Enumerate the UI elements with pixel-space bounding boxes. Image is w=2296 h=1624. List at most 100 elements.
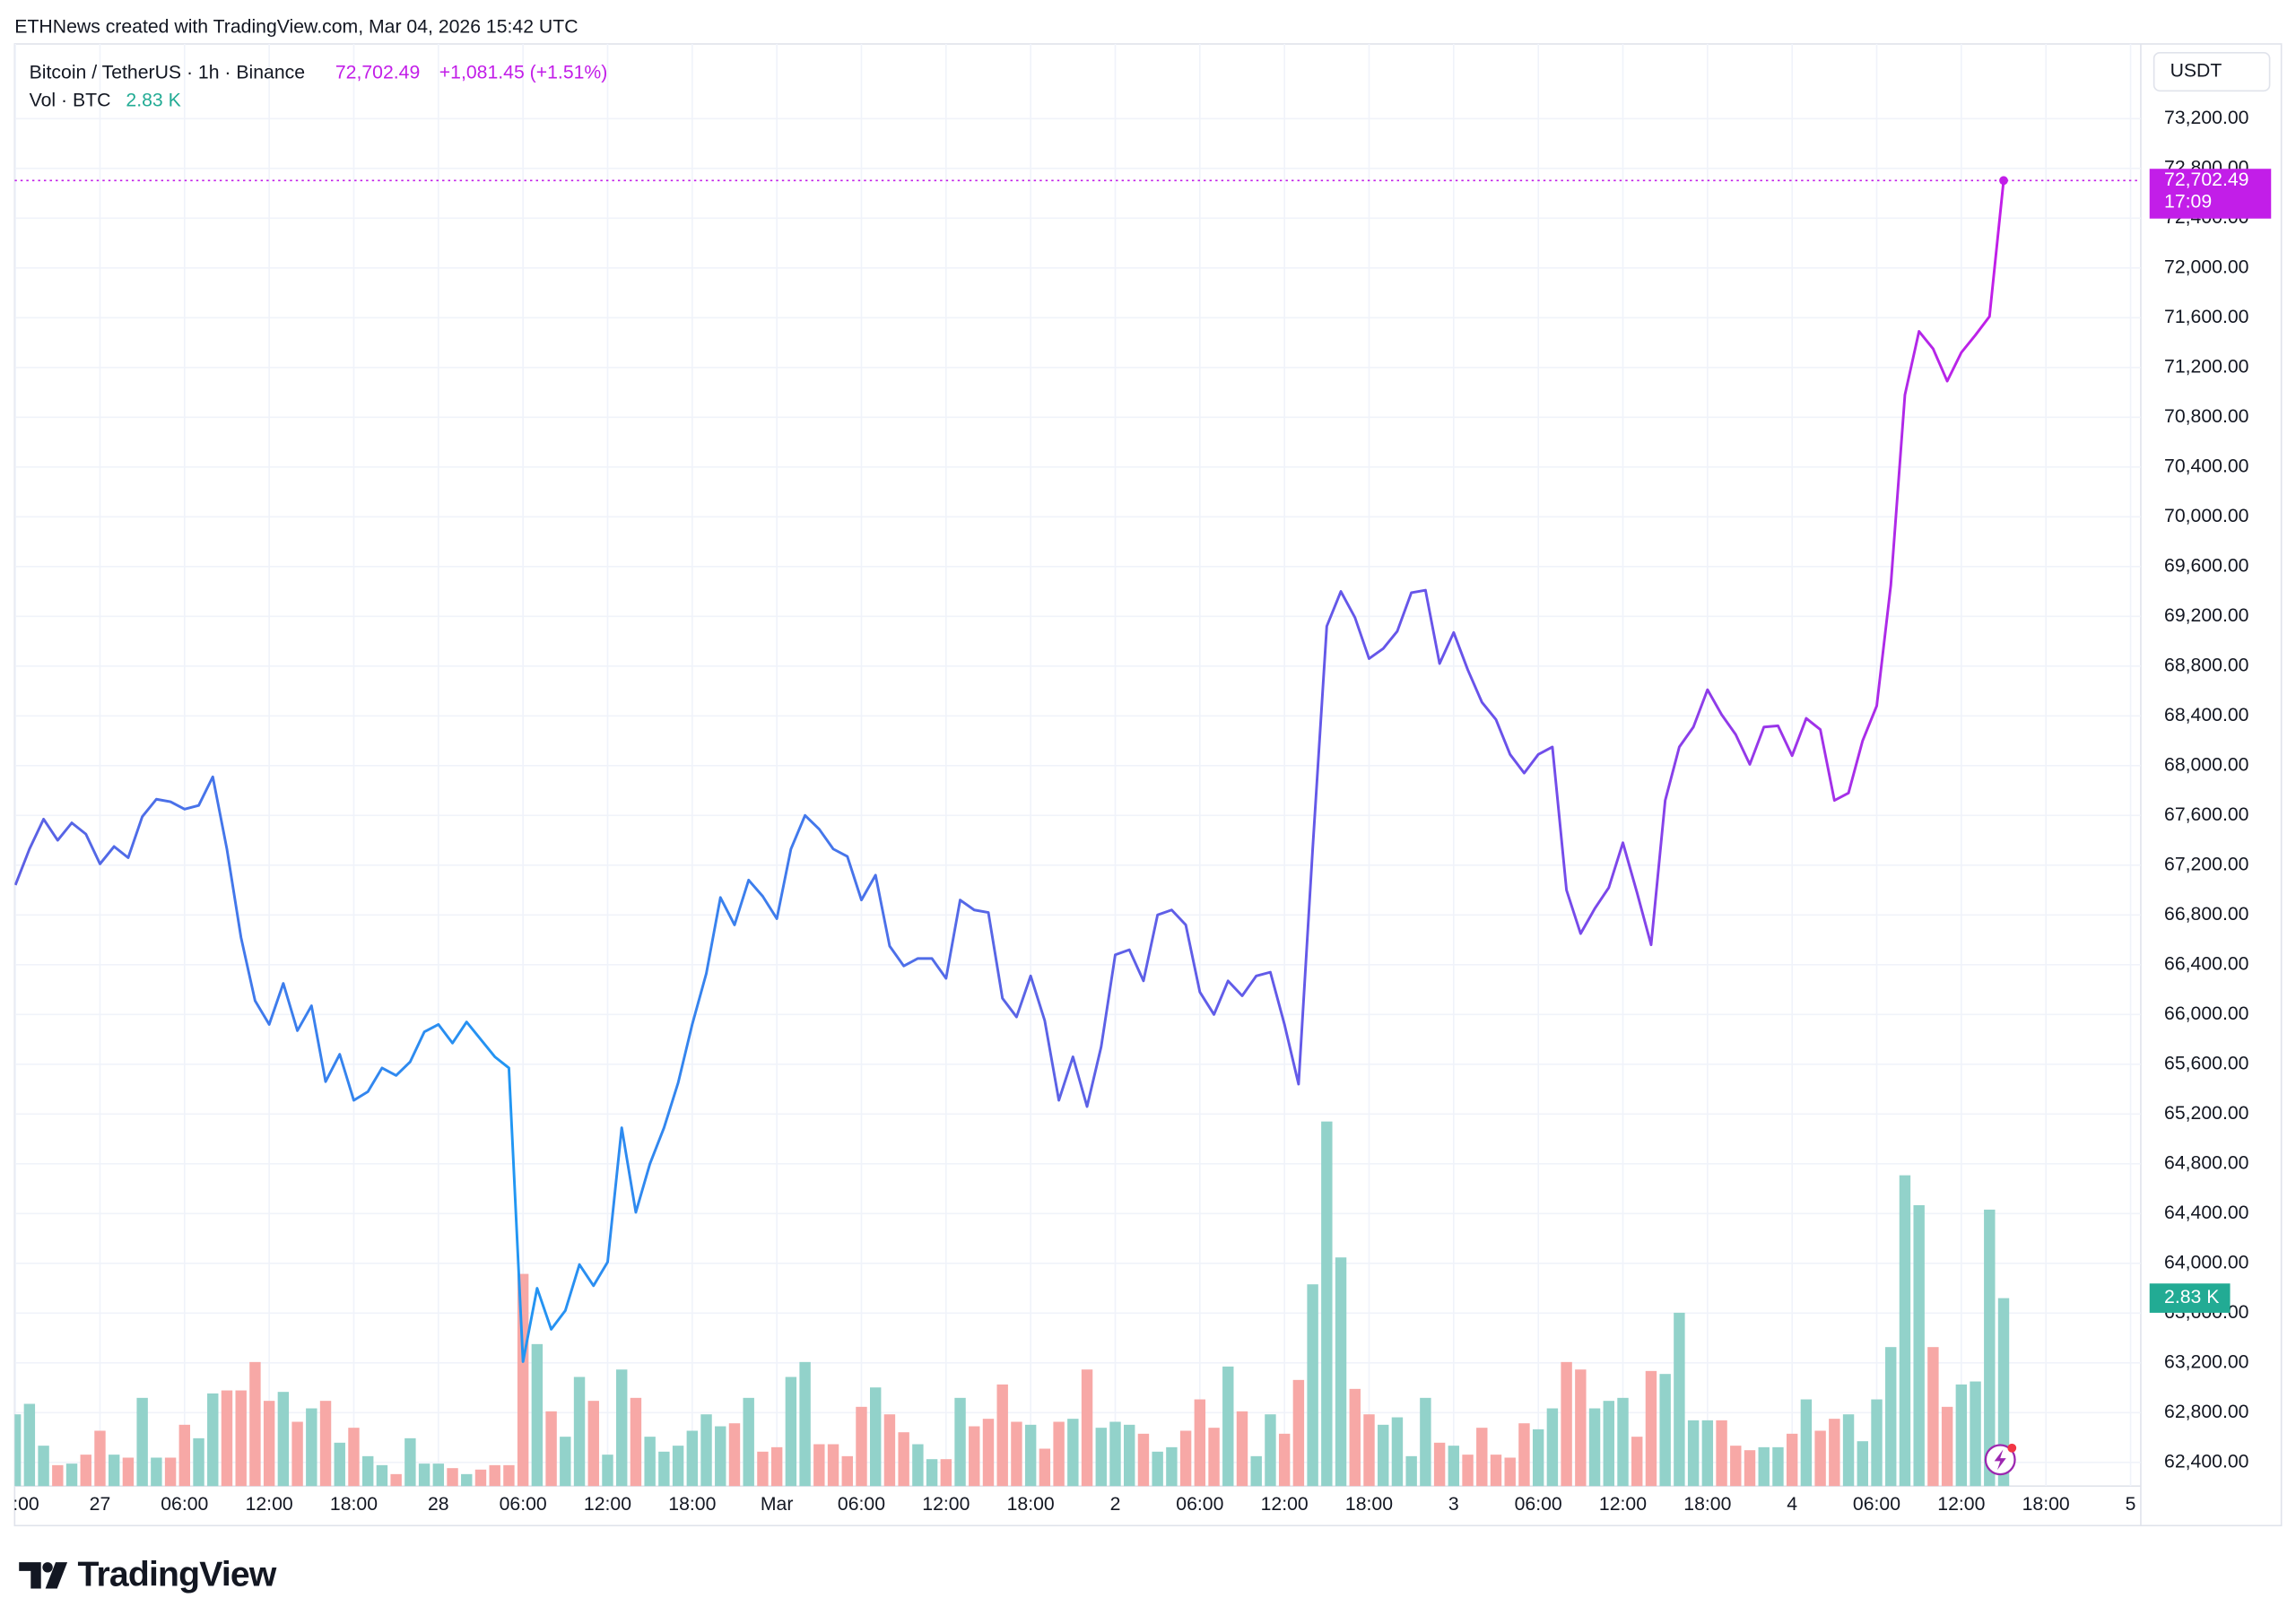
- volume-bar: [193, 1437, 204, 1487]
- symbol-label: Bitcoin / TetherUS · 1h · Binance: [30, 62, 305, 83]
- y-tick-label: 67,600.00: [2164, 804, 2248, 825]
- volume-bar: [672, 1446, 684, 1487]
- currency-box[interactable]: [2152, 51, 2271, 92]
- volume-bar: [1885, 1347, 1897, 1487]
- volume-bar: [841, 1455, 853, 1487]
- volume-bar: [1420, 1397, 1431, 1487]
- volume-bar: [1603, 1401, 1614, 1487]
- volume-bar: [573, 1376, 586, 1487]
- y-tick-label: 68,400.00: [2164, 705, 2248, 725]
- price-axis: 62,400.0062,800.0063,200.0063,600.0064,0…: [2164, 108, 2248, 1472]
- volume-bar: [1166, 1446, 1178, 1487]
- volume-bar: [1179, 1430, 1192, 1487]
- volume-bar: [1772, 1446, 1784, 1487]
- volume-bar: [1137, 1433, 1150, 1487]
- volume-bar: [1378, 1424, 1389, 1487]
- y-tick-label: 70,400.00: [2164, 456, 2248, 476]
- currency-label[interactable]: USDT: [2170, 61, 2222, 82]
- volume-bar: [1970, 1381, 1981, 1487]
- x-tick-label: 06:00: [838, 1494, 885, 1515]
- volume-bar: [1842, 1414, 1855, 1487]
- volume-bar: [700, 1414, 712, 1487]
- volume-label: Vol · BTC: [30, 90, 111, 110]
- x-tick-label: 06:00: [500, 1494, 547, 1515]
- volume-bar: [1518, 1423, 1530, 1487]
- volume-bar: [23, 1403, 36, 1487]
- y-tick-label: 70,000.00: [2164, 506, 2248, 526]
- countdown-label: 17:09: [2164, 191, 2212, 212]
- volume-bar: [883, 1414, 896, 1487]
- volume-bar: [1462, 1455, 1474, 1487]
- volume-bar: [996, 1384, 1008, 1487]
- volume-bar: [348, 1428, 360, 1487]
- volume-bar: [1307, 1284, 1318, 1487]
- volume-bar: [376, 1464, 388, 1487]
- volume-bar: [1152, 1451, 1163, 1487]
- price-tag-label: 72,702.49: [2164, 169, 2248, 190]
- volume-bar: [1674, 1312, 1685, 1487]
- price-pane: [14, 176, 2141, 1363]
- currency-button[interactable]: USDT: [2152, 51, 2271, 92]
- volume-bar: [630, 1397, 642, 1487]
- volume-bar: [1955, 1384, 1968, 1487]
- last-price: 72,702.49: [335, 62, 420, 83]
- y-tick-label: 72,000.00: [2164, 256, 2248, 277]
- x-tick-label: 2: [1110, 1494, 1121, 1515]
- volume-bar: [715, 1426, 726, 1487]
- volume-bar: [1857, 1441, 1868, 1487]
- volume-bar: [1222, 1366, 1234, 1487]
- last-price-dot: [1999, 176, 2008, 186]
- volume-bar: [1011, 1421, 1022, 1487]
- volume-bar: [1913, 1204, 1925, 1487]
- y-tick-label: 66,000.00: [2164, 1003, 2248, 1024]
- y-tick-label: 62,800.00: [2164, 1402, 2248, 1422]
- y-tick-label: 64,000.00: [2164, 1252, 2248, 1272]
- volume-bar: [912, 1444, 924, 1487]
- x-tick-label: 06:00: [1176, 1494, 1223, 1515]
- volume-bar: [799, 1361, 811, 1487]
- volume-bar: [1250, 1455, 1262, 1487]
- volume-bar: [489, 1464, 500, 1487]
- volume-bar: [1575, 1369, 1587, 1487]
- volume-bar: [1476, 1428, 1488, 1487]
- volume-tag: [2149, 1283, 2231, 1313]
- y-tick-label: 71,200.00: [2164, 356, 2248, 377]
- volume-bar: [560, 1437, 571, 1487]
- volume-bar: [1758, 1446, 1770, 1487]
- volume-bar: [616, 1369, 628, 1487]
- logo-text[interactable]: TradingView: [78, 1556, 278, 1594]
- logo-dot[interactable]: [42, 1562, 53, 1573]
- x-tick-label: 06:00: [161, 1494, 208, 1515]
- volume-bar: [1448, 1446, 1460, 1487]
- volume-bar: [1899, 1175, 1911, 1487]
- tradingview-logo[interactable]: TradingView: [19, 1556, 278, 1594]
- volume-bar: [151, 1457, 162, 1487]
- logo-slash[interactable]: [45, 1562, 68, 1589]
- volume-bar: [1278, 1433, 1291, 1487]
- alert-bolt[interactable]: [1994, 1449, 2006, 1471]
- y-tick-label: 65,600.00: [2164, 1053, 2248, 1073]
- volume-bar: [207, 1393, 219, 1487]
- volume-bar: [404, 1437, 416, 1487]
- volume-bar: [136, 1397, 148, 1487]
- y-tick-label: 62,400.00: [2164, 1451, 2248, 1472]
- volume-bar: [94, 1430, 106, 1487]
- volume-bar: [1335, 1257, 1347, 1487]
- volume-bar: [1659, 1374, 1671, 1487]
- volume-bar: [743, 1397, 754, 1487]
- y-tick-label: 68,800.00: [2164, 655, 2248, 675]
- x-tick-label: 3: [1448, 1494, 1459, 1515]
- volume-bar: [1236, 1411, 1248, 1487]
- volume-bar: [334, 1442, 345, 1487]
- x-tick-label: 12:00: [1937, 1494, 1985, 1515]
- volume-bar: [1363, 1414, 1375, 1487]
- volume-bar: [545, 1411, 557, 1487]
- logo-mark[interactable]: [19, 1562, 41, 1589]
- volume-bar: [1786, 1433, 1798, 1487]
- alert-icon[interactable]: [1984, 1443, 2017, 1476]
- volume-bar: [587, 1401, 599, 1487]
- x-tick-label: 18:00: [0, 1494, 39, 1515]
- x-tick-label: 12:00: [1599, 1494, 1647, 1515]
- x-tick-label: 06:00: [1515, 1494, 1562, 1515]
